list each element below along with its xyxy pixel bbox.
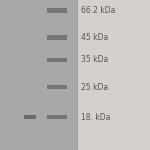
Bar: [47, 58, 67, 62]
Text: 35 kDa: 35 kDa: [81, 56, 108, 64]
Text: 66.2 kDa: 66.2 kDa: [81, 6, 115, 15]
Text: 45 kDa: 45 kDa: [81, 33, 108, 42]
Bar: [77, 0, 150, 150]
Bar: [47, 35, 67, 40]
Bar: [47, 115, 67, 119]
Text: 25 kDa: 25 kDa: [81, 82, 108, 91]
Bar: [47, 8, 67, 13]
Bar: [0, 0, 78, 150]
Bar: [47, 85, 67, 89]
Text: 18. kDa: 18. kDa: [81, 112, 110, 122]
Bar: [24, 115, 36, 119]
